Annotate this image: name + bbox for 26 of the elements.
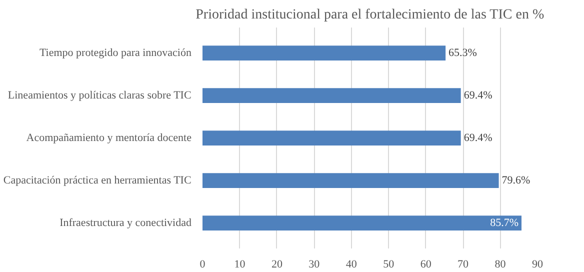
x-tick-label: 80 <box>494 258 506 270</box>
bar <box>202 46 446 60</box>
y-tick-label: Capacitación práctica en herramientas TIC <box>3 174 192 186</box>
y-tick-label: Tiempo protegido para innovación <box>39 47 192 59</box>
x-tick-label: 0 <box>200 258 206 270</box>
x-tick-label: 10 <box>234 258 246 270</box>
data-label: 79.6% <box>502 174 530 186</box>
x-tick-label: 90 <box>532 258 544 270</box>
data-label: 69.4% <box>464 90 492 102</box>
bar <box>202 173 499 188</box>
data-label: 65.3% <box>448 47 477 59</box>
x-tick-label: 30 <box>308 258 320 270</box>
bar <box>202 216 522 230</box>
chart-title: Prioridad institucional para el fortalecimiento de las TIC en % <box>196 8 544 22</box>
bar <box>202 88 461 103</box>
data-label: 85.7% <box>490 217 519 229</box>
y-tick-label: Infraestructura y conectividad <box>60 217 192 229</box>
bar <box>202 130 461 146</box>
y-tick-label: Acompañamiento y mentoría docente <box>26 132 192 144</box>
data-label: 69.4% <box>464 132 492 144</box>
x-tick-label: 50 <box>383 258 395 270</box>
y-tick-label: Lineamientos y políticas claras sobre TIC <box>8 90 192 102</box>
x-tick-label: 40 <box>346 258 358 270</box>
x-tick-label: 60 <box>420 258 432 270</box>
x-tick-label: 20 <box>271 258 283 270</box>
x-tick-label: 70 <box>458 258 470 270</box>
